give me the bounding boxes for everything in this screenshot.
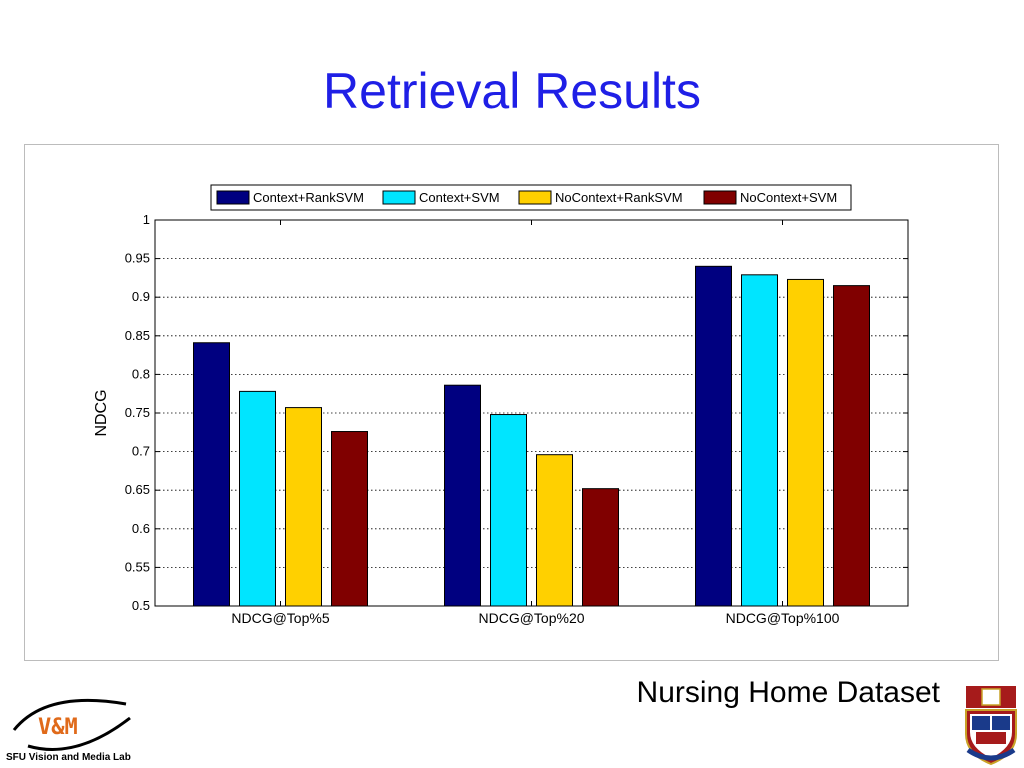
legend-swatch bbox=[382, 190, 416, 205]
bar-nocontext-svm-2 bbox=[582, 488, 619, 607]
bar-context-svm-2 bbox=[490, 414, 527, 607]
legend-swatch bbox=[216, 190, 250, 205]
x-tick-label: NDCG@Top%5 bbox=[231, 610, 329, 626]
legend-label: NoContext+SVM bbox=[740, 190, 837, 205]
bar-nocontext-svm-1 bbox=[331, 431, 368, 607]
y-tick-label: 0.55 bbox=[125, 559, 150, 574]
lab-name: SFU Vision and Media Lab bbox=[6, 752, 131, 763]
y-tick-label: 0.9 bbox=[132, 289, 150, 304]
chart-frame: 0.5 0.55 0.6 0.65 0.7 0.75 0.8 0.85 0.9 0.95 1 NDCG… bbox=[24, 144, 999, 661]
bar-context-svm-1 bbox=[239, 390, 276, 607]
y-tick-label: 1 bbox=[143, 212, 150, 227]
x-tick-label: NDCG@Top%20 bbox=[478, 610, 584, 626]
ndcg-bar-chart: 0.5 0.55 0.6 0.65 0.7 0.75 0.8 0.85 0.9 0.95 1 NDCG… bbox=[93, 184, 909, 626]
axes-box bbox=[154, 219, 909, 607]
bar-nocontext-svm-3 bbox=[833, 285, 870, 607]
bar-context-ranksvm-3 bbox=[695, 265, 732, 607]
y-tick-label: 0.65 bbox=[125, 482, 150, 497]
y-tick-label: 0.95 bbox=[125, 251, 150, 266]
bar-context-ranksvm-2 bbox=[444, 384, 481, 607]
lab-logo-icon: V&M bbox=[12, 698, 131, 751]
legend-label: Context+RankSVM bbox=[253, 190, 364, 205]
dataset-caption: Nursing Home Dataset bbox=[636, 676, 940, 709]
legend-label: NoContext+RankSVM bbox=[555, 190, 683, 205]
bar-context-svm-3 bbox=[741, 274, 778, 607]
legend-swatch bbox=[518, 190, 552, 205]
lab-logo-text: V&M bbox=[38, 715, 78, 740]
y-axis-label: NDCG bbox=[93, 389, 110, 436]
y-tick-label: 0.85 bbox=[125, 328, 150, 343]
y-tick-label: 0.8 bbox=[132, 366, 150, 381]
legend-swatch bbox=[703, 190, 737, 205]
bar-nocontext-ranksvm-3 bbox=[787, 278, 824, 607]
y-tick-label: 0.7 bbox=[132, 444, 150, 459]
legend-label: Context+SVM bbox=[419, 190, 500, 205]
y-tick-label: 0.5 bbox=[132, 598, 150, 613]
bar-context-ranksvm-1 bbox=[193, 342, 230, 607]
bar-nocontext-ranksvm-2 bbox=[536, 454, 573, 607]
y-tick-label: 0.75 bbox=[125, 405, 150, 420]
slide-title: Retrieval Results bbox=[323, 63, 701, 119]
y-tick-label: 0.6 bbox=[132, 521, 150, 536]
bar-nocontext-ranksvm-1 bbox=[285, 407, 322, 607]
x-tick-label: NDCG@Top%100 bbox=[726, 610, 840, 626]
university-crest-icon bbox=[965, 686, 1017, 766]
